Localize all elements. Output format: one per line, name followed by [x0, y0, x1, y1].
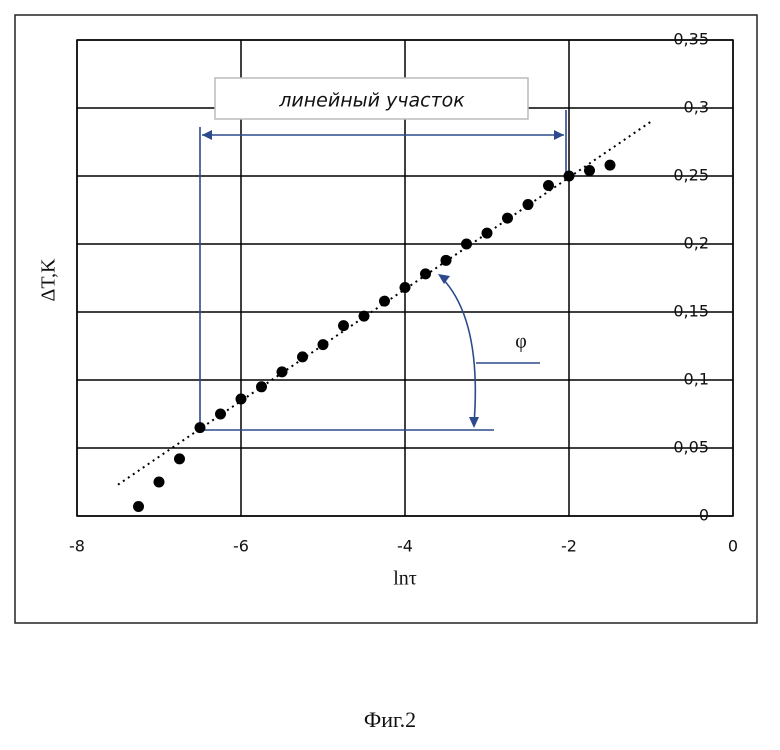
point: [174, 453, 185, 464]
point: [420, 268, 431, 279]
point: [605, 160, 616, 171]
point: [338, 320, 349, 331]
point: [318, 339, 329, 350]
point: [564, 171, 575, 182]
y-tick-label: 0: [699, 506, 709, 525]
angle-arc: [442, 278, 475, 424]
x-tick-label: 0: [728, 537, 738, 556]
y-tick-label: 0,15: [673, 302, 709, 321]
y-tick-label: 0,35: [673, 30, 709, 49]
page: {"chart_data": {"type": "scatter", "x_la…: [0, 0, 780, 745]
annotation: линейный участок: [278, 90, 465, 112]
y-axis-label: ΔT,K: [38, 258, 60, 302]
point: [195, 422, 206, 433]
point: [277, 366, 288, 377]
x-tick-label: -6: [233, 537, 249, 556]
x-tick-label: -8: [69, 537, 85, 556]
point: [133, 501, 144, 512]
y-tick-label: 0,25: [673, 166, 709, 185]
angle-label: φ: [515, 331, 527, 353]
point: [379, 296, 390, 307]
point: [482, 228, 493, 239]
point: [359, 311, 370, 322]
y-tick-label: 0,1: [684, 370, 709, 389]
point: [154, 477, 165, 488]
y-tick-label: 0,2: [684, 234, 709, 253]
x-tick-label: -4: [397, 537, 413, 556]
point: [400, 282, 411, 293]
point: [297, 351, 308, 362]
point: [523, 199, 534, 210]
point: [256, 381, 267, 392]
point: [441, 255, 452, 266]
point: [461, 239, 472, 250]
point: [236, 394, 247, 405]
bracket-line: [200, 127, 494, 430]
point: [215, 409, 226, 420]
y-tick-label: 0,3: [684, 98, 709, 117]
caption: Фиг.2: [364, 707, 416, 732]
point: [543, 180, 554, 191]
annotation-lines: [200, 110, 566, 430]
point: [502, 213, 513, 224]
point: [584, 165, 595, 176]
chart: линейный участок φ lnτ ΔT,K Фиг.2 0 0,05 0…: [0, 0, 780, 745]
y-tick-label: 0,05: [673, 438, 709, 457]
x-tick-label: -2: [561, 537, 577, 556]
x-axis-label: lnτ: [393, 568, 417, 590]
